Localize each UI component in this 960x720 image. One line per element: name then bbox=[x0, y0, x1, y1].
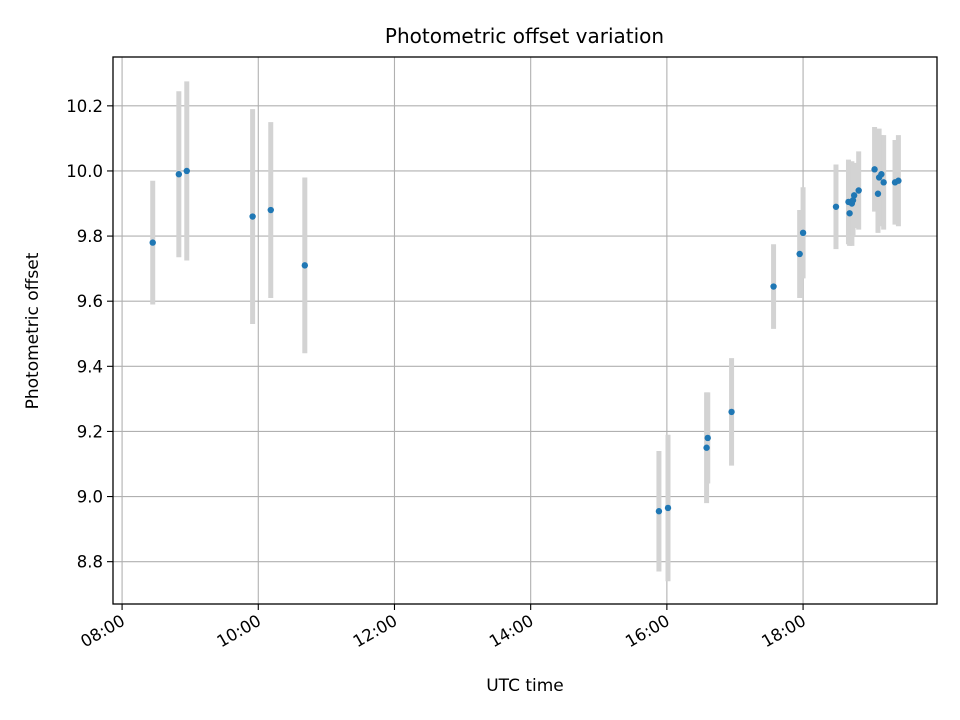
x-axis-title: UTC time bbox=[486, 676, 564, 696]
data-point bbox=[267, 206, 274, 214]
y-tick-label: 9.0 bbox=[77, 488, 103, 507]
data-point bbox=[846, 210, 853, 217]
data-point bbox=[874, 190, 882, 197]
plot-frame bbox=[112, 56, 938, 605]
data-point bbox=[183, 167, 190, 175]
data-point bbox=[855, 187, 862, 194]
y-tick-label: 9.4 bbox=[77, 357, 103, 376]
data-point bbox=[871, 166, 878, 173]
y-tick-label: 8.8 bbox=[77, 553, 103, 572]
y-tick-label: 10.2 bbox=[66, 97, 103, 116]
y-tick-label: 9.6 bbox=[77, 292, 103, 311]
data-point bbox=[880, 179, 887, 186]
data-point bbox=[655, 508, 663, 515]
chart-title: Photometric offset variation bbox=[385, 24, 664, 48]
data-points bbox=[149, 166, 902, 515]
y-axis-ticks: 8.8 9.0 9.2 9.4 9.6 9.8 10.0 10.2 bbox=[66, 97, 113, 572]
data-point bbox=[664, 504, 672, 512]
y-tick-label: 9.8 bbox=[77, 227, 103, 246]
data-point bbox=[728, 408, 735, 416]
y-axis-title: Photometric offset bbox=[23, 252, 43, 409]
data-point bbox=[850, 192, 858, 199]
data-point bbox=[301, 262, 309, 269]
data-point bbox=[799, 229, 807, 237]
data-point bbox=[878, 171, 885, 178]
data-point bbox=[895, 177, 902, 184]
y-tick-label: 9.2 bbox=[77, 422, 103, 441]
data-point bbox=[703, 444, 710, 451]
data-point bbox=[149, 239, 156, 246]
data-point bbox=[175, 171, 183, 178]
data-point bbox=[832, 203, 840, 210]
y-tick-label: 10.0 bbox=[66, 162, 103, 181]
data-point bbox=[770, 283, 777, 290]
data-point bbox=[704, 434, 711, 442]
data-point bbox=[249, 213, 256, 220]
data-point bbox=[849, 197, 857, 204]
data-point bbox=[796, 250, 803, 258]
